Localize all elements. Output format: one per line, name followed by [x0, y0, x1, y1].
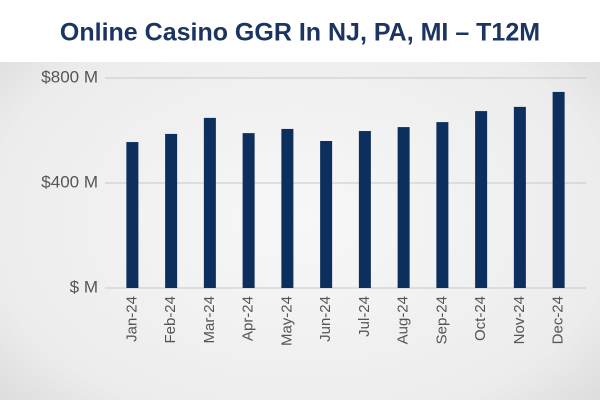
- bar: [320, 141, 333, 288]
- x-tick-label: Sep-24: [433, 296, 450, 344]
- bar: [397, 127, 410, 289]
- x-tick-label: Oct-24: [472, 296, 489, 341]
- x-tick-label: May-24: [278, 296, 295, 346]
- x-tick-label: Jan-24: [123, 296, 140, 342]
- x-tick-label: Apr-24: [240, 296, 257, 341]
- x-tick-label: Jul-24: [356, 296, 373, 337]
- bar: [203, 117, 216, 289]
- x-tick-label: Jun-24: [317, 296, 334, 342]
- bar: [281, 128, 294, 288]
- x-tick-label: Nov-24: [511, 296, 528, 344]
- bar: [242, 133, 255, 288]
- bar: [165, 133, 178, 288]
- x-tick-label: Feb-24: [162, 296, 179, 344]
- bar: [513, 106, 526, 288]
- bar: [552, 91, 565, 288]
- bar: [475, 111, 488, 288]
- x-tick-label: Aug-24: [395, 296, 412, 344]
- bar: [436, 122, 449, 288]
- y-tick-label: $ M: [70, 277, 98, 296]
- x-tick-label: Mar-24: [201, 296, 218, 344]
- y-tick-label: $800 M: [41, 67, 98, 86]
- chart-title: Online Casino GGR In NJ, PA, MI – T12M: [60, 19, 540, 47]
- bar: [126, 142, 139, 288]
- title-band: [0, 0, 600, 62]
- x-tick-label: Dec-24: [550, 296, 567, 344]
- y-tick-label: $400 M: [41, 172, 98, 191]
- bar: [358, 131, 371, 288]
